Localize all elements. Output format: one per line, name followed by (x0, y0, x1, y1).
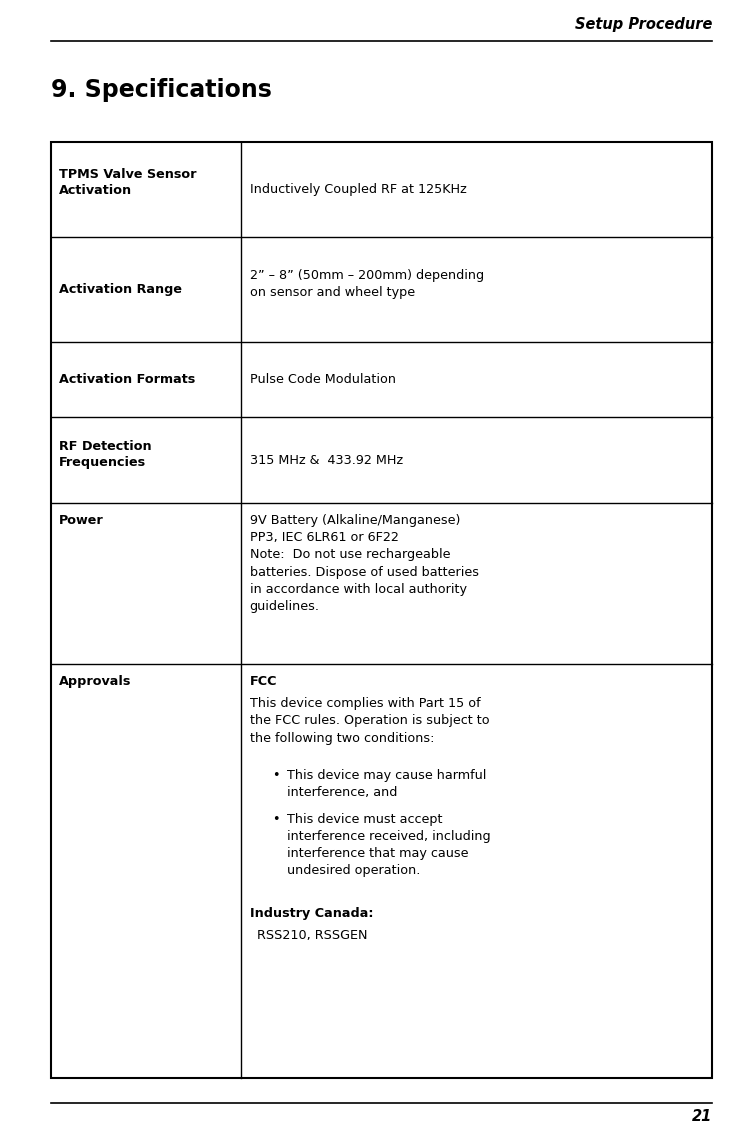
Text: Industry Canada:: Industry Canada: (250, 906, 373, 920)
Bar (51, 142, 712, 1078)
Text: This device complies with Part 15 of
the FCC rules. Operation is subject to
the : This device complies with Part 15 of the… (250, 697, 489, 745)
Text: Inductively Coupled RF at 125KHz: Inductively Coupled RF at 125KHz (250, 183, 466, 196)
Text: RSS210, RSSGEN: RSS210, RSSGEN (257, 929, 368, 943)
Text: 315 MHz &  433.92 MHz: 315 MHz & 433.92 MHz (250, 453, 403, 467)
Text: This device may cause harmful
interference, and: This device may cause harmful interferen… (287, 769, 486, 800)
Text: 2” – 8” (50mm – 200mm) depending
on sensor and wheel type: 2” – 8” (50mm – 200mm) depending on sens… (250, 269, 483, 300)
Text: Approvals: Approvals (60, 675, 132, 688)
Text: TPMS Valve Sensor
Activation: TPMS Valve Sensor Activation (60, 168, 197, 198)
Text: 21: 21 (692, 1109, 712, 1123)
Text: Setup Procedure: Setup Procedure (575, 17, 712, 32)
Text: Activation Formats: Activation Formats (60, 373, 195, 386)
Text: RF Detection
Frequencies: RF Detection Frequencies (60, 439, 152, 469)
Text: 9. Specifications: 9. Specifications (51, 78, 272, 102)
Text: Activation Range: Activation Range (60, 284, 182, 296)
Text: This device must accept
interference received, including
interference that may c: This device must accept interference rec… (287, 812, 490, 877)
Text: FCC: FCC (250, 675, 277, 688)
Text: 9V Battery (Alkaline/Manganese)
PP3, IEC 6LR61 or 6F22
Note:  Do not use recharg: 9V Battery (Alkaline/Manganese) PP3, IEC… (250, 514, 478, 613)
Text: Power: Power (60, 514, 104, 527)
Text: •: • (272, 812, 280, 826)
Text: Pulse Code Modulation: Pulse Code Modulation (250, 373, 395, 386)
Text: •: • (272, 769, 280, 782)
